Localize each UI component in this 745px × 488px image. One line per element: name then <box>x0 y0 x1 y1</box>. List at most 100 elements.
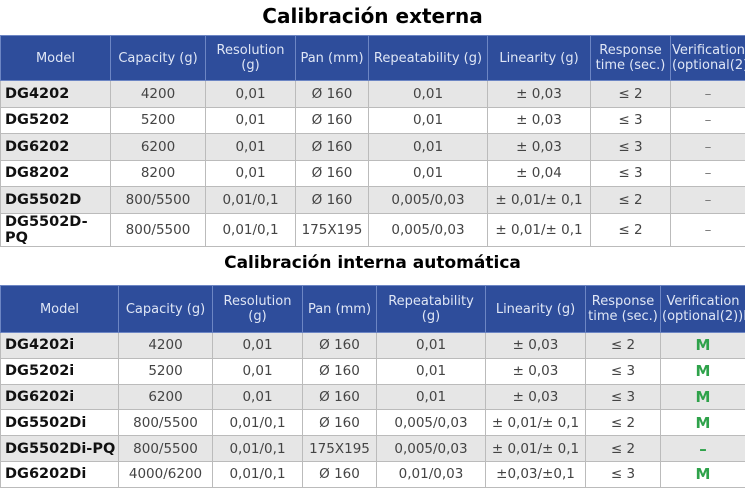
cell: 4200 <box>118 332 213 359</box>
cell: ± 0,03 <box>487 133 591 161</box>
cell: Ø 160 <box>302 332 377 359</box>
table-row: DG5502D-PQ 800/5500 0,01/0,1 175X195 0,005/0… <box>0 212 745 247</box>
header-row: Model Capacity (g) Resolution (g) Pan (mm) R… <box>0 35 745 81</box>
cell: 4000/6200 <box>118 460 213 488</box>
cell: ≤ 3 <box>590 106 671 134</box>
cell: M <box>660 460 745 488</box>
model-cell: DG6202 <box>0 133 111 161</box>
cell: ± 0,01/± 0,1 <box>485 409 586 437</box>
cell: ≤ 2 <box>585 332 661 359</box>
model-cell: DG5502Di <box>0 409 119 437</box>
cell: ± 0,03 <box>487 106 591 134</box>
cell: 0,01 <box>368 80 488 108</box>
cell: – <box>670 80 745 108</box>
cell: 0,005/0,03 <box>376 435 486 462</box>
cell: M <box>660 409 745 437</box>
cell: Ø 160 <box>302 409 377 437</box>
cell: 175X195 <box>302 435 377 462</box>
cell: ≤ 3 <box>585 460 661 488</box>
table-row: DG4202 4200 0,01 Ø 160 0,01 ± 0,03 ≤ 2– <box>0 80 745 108</box>
cell: – <box>670 106 745 134</box>
column-header: Repeatability (g) <box>368 35 488 81</box>
cell: – <box>670 186 745 214</box>
cell: 0,01/0,1 <box>205 212 296 247</box>
cell: – <box>670 212 745 247</box>
cell: ± 0,03 <box>485 357 586 385</box>
cell: 0,01/0,03 <box>376 460 486 488</box>
column-header: Resolution (g) <box>212 285 303 333</box>
cell: 0,005/0,03 <box>376 409 486 437</box>
table-row: DG8202 8200 0,01 Ø 160 0,01 ± 0,04 ≤ 3– <box>0 159 745 187</box>
column-header: Verification (optional(2))M <box>660 285 745 333</box>
cell: 0,01/0,1 <box>212 435 303 462</box>
column-header: Pan (mm) <box>295 35 369 81</box>
model-cell: DG6202i <box>0 383 119 411</box>
cell: 175X195 <box>295 212 369 247</box>
column-header: Response time (sec.) <box>590 35 671 81</box>
cell: Ø 160 <box>302 460 377 488</box>
cell: 8200 <box>110 159 206 187</box>
cell: Ø 160 <box>295 106 369 134</box>
cell: 0,01 <box>376 357 486 385</box>
cell: Ø 160 <box>295 186 369 214</box>
cell: ≤ 2 <box>590 80 671 108</box>
column-header: Repeatability (g) <box>376 285 486 333</box>
cell: – <box>670 133 745 161</box>
cell: ± 0,04 <box>487 159 591 187</box>
cell: 0,01 <box>205 106 296 134</box>
cell: 0,01 <box>205 80 296 108</box>
cell: M <box>660 332 745 359</box>
model-cell: DG4202i <box>0 332 119 359</box>
cell: 0,005/0,03 <box>368 212 488 247</box>
cell: ≤ 2 <box>585 409 661 437</box>
table-row: DG5202 5200 0,01 Ø 160 0,01 ± 0,03 ≤ 3– <box>0 106 745 134</box>
cell: ± 0,03 <box>487 80 591 108</box>
table-title: Calibración interna automática <box>224 253 521 273</box>
cell: 800/5500 <box>118 435 213 462</box>
header-row: Model Capacity (g) Resolution (g) Pan (mm) R… <box>0 285 745 333</box>
cell: 6200 <box>118 383 213 411</box>
cell: M <box>660 383 745 411</box>
cell: ≤ 3 <box>585 383 661 411</box>
cell: ± 0,01/± 0,1 <box>487 186 591 214</box>
table-title: Calibración externa <box>262 4 483 28</box>
cell: ± 0,03 <box>485 383 586 411</box>
column-header: Capacity (g) <box>118 285 213 333</box>
table-row: DG6202Di 4000/6200 0,01/0,1 Ø 160 0,01/0,03 ±… <box>0 460 745 488</box>
spec-table: Model Capacity (g) Resolution (g) Pan (mm) R… <box>0 285 745 488</box>
cell: ≤ 3 <box>590 133 671 161</box>
column-header: Verification (optional(2)) <box>670 35 745 81</box>
cell: 0,01 <box>368 159 488 187</box>
cell: – <box>670 159 745 187</box>
column-header: Linearity (g) <box>487 35 591 81</box>
model-cell: DG5502D <box>0 186 111 214</box>
column-header: Model <box>0 35 111 81</box>
cell: 0,01 <box>376 332 486 359</box>
cell: Ø 160 <box>302 357 377 385</box>
column-header: Capacity (g) <box>110 35 206 81</box>
cell: ≤ 2 <box>585 435 661 462</box>
cell: ± 0,01/± 0,1 <box>485 435 586 462</box>
table-row: DG6202 6200 0,01 Ø 160 0,01 ± 0,03 ≤ 3– <box>0 133 745 161</box>
cell: Ø 160 <box>295 133 369 161</box>
model-cell: DG5502D-PQ <box>0 212 111 247</box>
cell: ≤ 2 <box>590 212 671 247</box>
cell: Ø 160 <box>295 80 369 108</box>
column-header: Resolution (g) <box>205 35 296 81</box>
cell: 0,01 <box>368 133 488 161</box>
cell: 0,01/0,1 <box>212 409 303 437</box>
cell: 6200 <box>110 133 206 161</box>
model-cell: DG4202 <box>0 80 111 108</box>
cell: 0,01 <box>376 383 486 411</box>
cell: 0,01 <box>212 332 303 359</box>
cell: ±0,03/±0,1 <box>485 460 586 488</box>
cell: ≤ 2 <box>590 186 671 214</box>
cell: 0,01 <box>205 133 296 161</box>
cell: ± 0,03 <box>485 332 586 359</box>
cell: 800/5500 <box>110 212 206 247</box>
cell: 0,01/0,1 <box>205 186 296 214</box>
cell: 800/5500 <box>118 409 213 437</box>
